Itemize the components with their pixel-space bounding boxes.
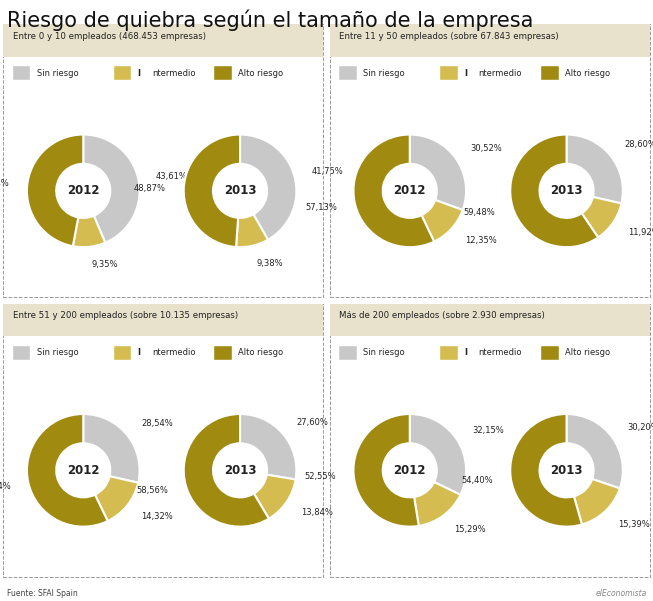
Wedge shape bbox=[183, 135, 240, 247]
Wedge shape bbox=[73, 216, 105, 247]
Text: 11,92%: 11,92% bbox=[628, 228, 653, 237]
Text: 28,54%: 28,54% bbox=[141, 419, 173, 429]
Wedge shape bbox=[567, 135, 623, 204]
FancyBboxPatch shape bbox=[340, 346, 357, 359]
Wedge shape bbox=[409, 414, 466, 495]
Wedge shape bbox=[567, 414, 623, 489]
Wedge shape bbox=[183, 414, 269, 526]
Text: ntermedio: ntermedio bbox=[152, 348, 195, 357]
Text: I: I bbox=[138, 69, 140, 78]
Text: 32,15%: 32,15% bbox=[473, 426, 505, 435]
Text: 57,13%: 57,13% bbox=[306, 203, 338, 212]
Text: I: I bbox=[464, 348, 467, 357]
Text: Sin riesgo: Sin riesgo bbox=[363, 69, 405, 78]
Text: 2013: 2013 bbox=[550, 464, 582, 477]
FancyBboxPatch shape bbox=[440, 346, 458, 359]
Wedge shape bbox=[27, 135, 84, 246]
Wedge shape bbox=[409, 135, 466, 210]
Text: 9,38%: 9,38% bbox=[257, 259, 283, 268]
FancyBboxPatch shape bbox=[541, 67, 558, 80]
Text: Fuente: SFAI Spain: Fuente: SFAI Spain bbox=[7, 589, 77, 598]
Wedge shape bbox=[83, 135, 140, 243]
Text: I: I bbox=[138, 348, 140, 357]
FancyBboxPatch shape bbox=[214, 67, 232, 80]
Text: 58,56%: 58,56% bbox=[136, 486, 168, 495]
Text: Sin riesgo: Sin riesgo bbox=[37, 69, 78, 78]
Text: ntermedio: ntermedio bbox=[479, 69, 522, 78]
Text: elEconomista: elEconomista bbox=[596, 589, 646, 598]
Text: 12,35%: 12,35% bbox=[465, 236, 497, 245]
Wedge shape bbox=[83, 414, 140, 483]
Text: Entre 0 y 10 empleados (468.453 empresas): Entre 0 y 10 empleados (468.453 empresas… bbox=[13, 32, 206, 41]
Text: 2012: 2012 bbox=[394, 464, 426, 477]
Text: 43,61%: 43,61% bbox=[156, 171, 188, 180]
Text: 13,84%: 13,84% bbox=[302, 508, 333, 517]
Text: Sin riesgo: Sin riesgo bbox=[37, 348, 78, 357]
Text: 2013: 2013 bbox=[550, 185, 582, 197]
Text: Riesgo de quiebra según el tamaño de la empresa: Riesgo de quiebra según el tamaño de la … bbox=[7, 9, 533, 31]
FancyBboxPatch shape bbox=[114, 67, 131, 80]
Text: ntermedio: ntermedio bbox=[479, 348, 522, 357]
Text: I: I bbox=[464, 69, 467, 78]
Wedge shape bbox=[421, 200, 463, 242]
Text: 2012: 2012 bbox=[67, 185, 99, 197]
Text: 27,60%: 27,60% bbox=[296, 418, 328, 427]
FancyBboxPatch shape bbox=[330, 24, 650, 57]
Wedge shape bbox=[353, 414, 419, 526]
Text: 2012: 2012 bbox=[67, 464, 99, 477]
Text: Alto riesgo: Alto riesgo bbox=[238, 69, 283, 78]
FancyBboxPatch shape bbox=[3, 24, 323, 57]
Text: ntermedio: ntermedio bbox=[152, 69, 195, 78]
Text: Alto riesgo: Alto riesgo bbox=[565, 69, 610, 78]
Text: 59,48%: 59,48% bbox=[464, 208, 496, 217]
Wedge shape bbox=[254, 475, 296, 519]
Text: 30,52%: 30,52% bbox=[471, 144, 502, 153]
FancyBboxPatch shape bbox=[114, 346, 131, 359]
Text: 54,40%: 54,40% bbox=[461, 476, 493, 485]
Wedge shape bbox=[240, 414, 296, 480]
Wedge shape bbox=[582, 197, 622, 237]
Wedge shape bbox=[510, 414, 582, 526]
Text: 52,55%: 52,55% bbox=[304, 472, 336, 481]
Text: Entre 11 y 50 empleados (sobre 67.843 empresas): Entre 11 y 50 empleados (sobre 67.843 em… bbox=[340, 32, 559, 41]
Wedge shape bbox=[414, 482, 460, 526]
Wedge shape bbox=[353, 135, 434, 247]
Text: 41,75%: 41,75% bbox=[312, 167, 343, 176]
Text: Alto riesgo: Alto riesgo bbox=[565, 348, 610, 357]
Text: 15,39%: 15,39% bbox=[618, 520, 650, 529]
Text: Entre 51 y 200 empleados (sobre 10.135 empresas): Entre 51 y 200 empleados (sobre 10.135 e… bbox=[13, 311, 238, 320]
Wedge shape bbox=[240, 135, 296, 240]
Text: 15,29%: 15,29% bbox=[454, 525, 486, 534]
Text: Alto riesgo: Alto riesgo bbox=[238, 348, 283, 357]
Text: 14,32%: 14,32% bbox=[142, 512, 173, 521]
Wedge shape bbox=[95, 476, 138, 521]
Text: 30,20%: 30,20% bbox=[627, 423, 653, 432]
Wedge shape bbox=[510, 135, 598, 247]
FancyBboxPatch shape bbox=[13, 67, 31, 80]
Text: 9,35%: 9,35% bbox=[91, 260, 118, 269]
FancyBboxPatch shape bbox=[541, 346, 558, 359]
Text: 2012: 2012 bbox=[394, 185, 426, 197]
FancyBboxPatch shape bbox=[330, 304, 650, 337]
Text: 57,14%: 57,14% bbox=[0, 483, 11, 492]
FancyBboxPatch shape bbox=[340, 67, 357, 80]
Text: Más de 200 empleados (sobre 2.930 empresas): Más de 200 empleados (sobre 2.930 empres… bbox=[340, 311, 545, 320]
FancyBboxPatch shape bbox=[214, 346, 232, 359]
Text: 2013: 2013 bbox=[224, 464, 256, 477]
Text: 28,60%: 28,60% bbox=[625, 140, 653, 149]
Text: 47,04%: 47,04% bbox=[0, 180, 9, 189]
FancyBboxPatch shape bbox=[440, 67, 458, 80]
Wedge shape bbox=[27, 414, 108, 526]
Text: Sin riesgo: Sin riesgo bbox=[363, 348, 405, 357]
Wedge shape bbox=[236, 215, 268, 247]
Text: 48,87%: 48,87% bbox=[134, 184, 166, 193]
FancyBboxPatch shape bbox=[3, 304, 323, 337]
Wedge shape bbox=[574, 479, 620, 525]
FancyBboxPatch shape bbox=[13, 346, 31, 359]
Text: 2013: 2013 bbox=[224, 185, 256, 197]
